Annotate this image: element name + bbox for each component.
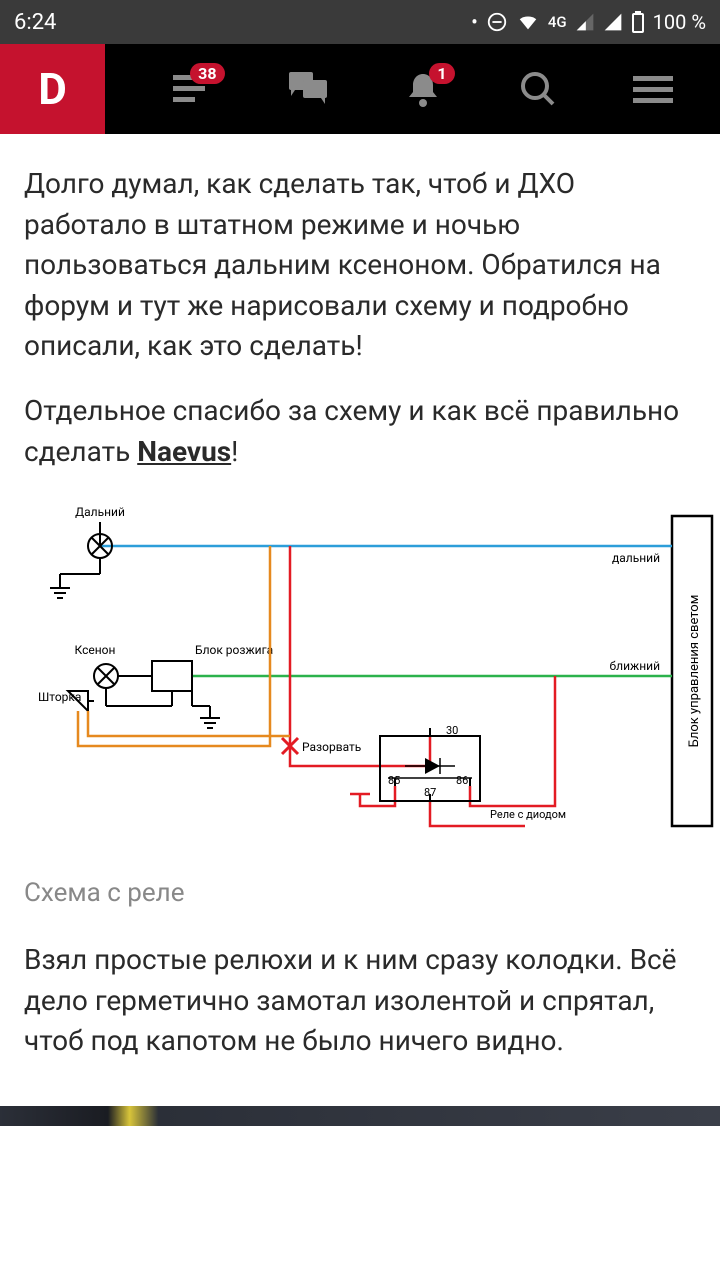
status-right: • 4G 100 % [471,10,706,34]
paragraph-1: Долго думал, как сделать так, чтоб и ДХО… [24,164,696,367]
diagram-caption: Схема с реле [0,866,720,932]
logo[interactable]: D [0,44,105,134]
dnd-icon [486,11,508,33]
svg-text:86: 86 [456,774,468,787]
signal-icon-2 [603,12,623,32]
svg-text:30: 30 [446,724,458,737]
battery-icon [631,11,645,33]
user-link[interactable]: Naevus [137,435,231,468]
messages-icon [287,70,329,108]
svg-text:дальний: дальний [612,551,660,565]
svg-text:Разорвать: Разорвать [302,740,361,754]
status-bar: 6:24 • 4G 100 % [0,0,720,44]
feed-button[interactable]: 38 [163,59,223,119]
wiring-diagram: Блок управления светом дальний Дальний б… [0,496,720,866]
signal-icon-1 [575,12,595,32]
notifications-button[interactable]: 1 [393,59,453,119]
nav-items: 38 1 [105,59,720,119]
svg-text:Ксенон: Ксенон [75,643,116,657]
battery-label: 100 % [653,10,706,34]
feed-badge: 38 [190,63,224,84]
svg-text:Дальний: Дальний [75,505,125,519]
paragraph-2: Отдельное спасибо за схему и как всё пра… [24,391,696,472]
svg-text:Блок розжига: Блок розжига [195,643,273,657]
network-label: 4G [548,13,567,31]
menu-button[interactable] [623,59,683,119]
search-icon [519,70,557,108]
svg-text:ближний: ближний [610,659,661,673]
next-image-preview[interactable] [0,1106,720,1126]
p2-text-a: Отдельное спасибо за схему и как всё пра… [24,394,679,468]
article-content: Долго думал, как сделать так, чтоб и ДХО… [0,134,720,1106]
dot-icon: • [471,10,478,34]
app-header: D 38 1 [0,44,720,134]
notif-badge: 1 [429,63,454,84]
messages-button[interactable] [278,59,338,119]
hamburger-icon [633,74,673,104]
svg-text:Блок управления светом: Блок управления светом [687,595,702,748]
diagram-image[interactable]: Блок управления светом дальний Дальний б… [0,496,720,932]
paragraph-3: Взял простые релюхи и к ним сразу колодк… [24,940,696,1062]
logo-letter: D [38,63,67,115]
status-time: 6:24 [14,10,56,35]
p2-text-b: ! [231,435,238,468]
svg-text:Реле с диодом: Реле с диодом [490,808,566,821]
wifi-icon [516,11,540,33]
search-button[interactable] [508,59,568,119]
